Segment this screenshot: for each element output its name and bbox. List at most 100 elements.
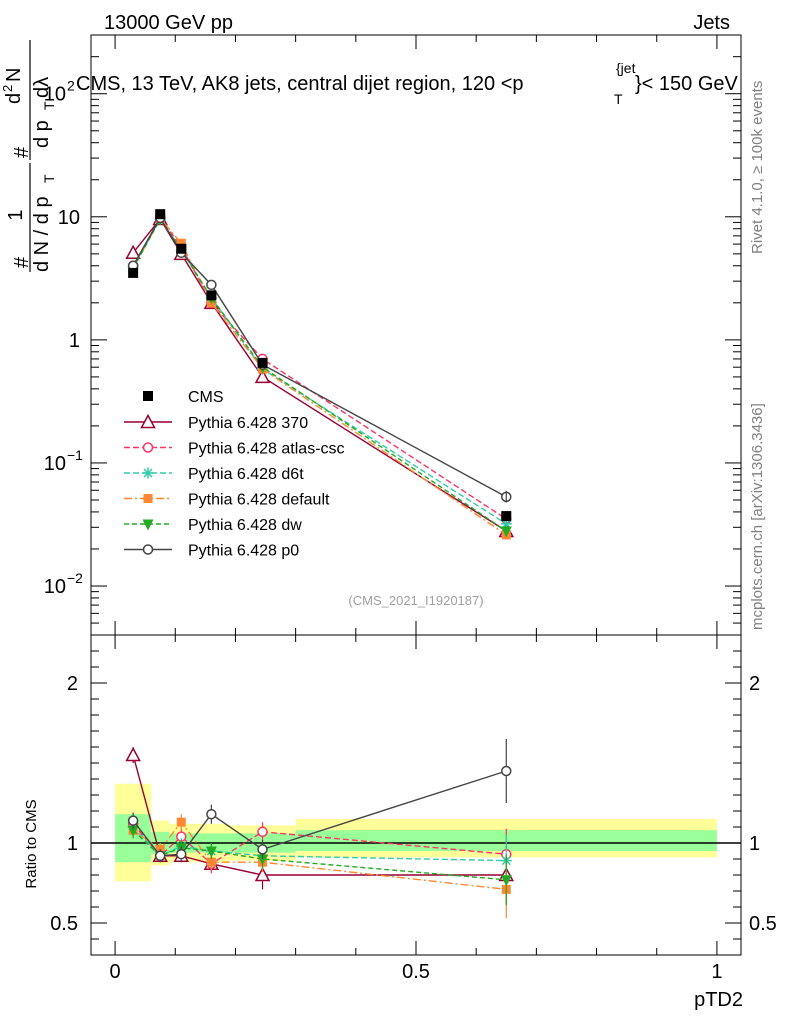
- y-tick-label: 10: [58, 207, 80, 229]
- cms-data-point: [206, 290, 217, 301]
- cms-data-point: [257, 357, 268, 368]
- ratio-y-tick-label-right: 0.5: [749, 913, 777, 935]
- cms-data-point: [128, 267, 139, 278]
- energy-label: 13000 GeV pp: [104, 12, 233, 34]
- ylabel-hash-1: #: [11, 256, 33, 268]
- ratio-y-tick-label: 0.5: [50, 913, 78, 935]
- y-tick-label: 10: [44, 84, 66, 106]
- ratio-point-dw: [127, 825, 139, 837]
- axis-ticks: [91, 34, 741, 955]
- legend-marker-p0: [142, 544, 154, 555]
- plot-title-sub: T: [614, 91, 623, 107]
- ylabel-frac2-top-sup: 2: [0, 85, 15, 92]
- x-tick-label: 0: [110, 961, 121, 983]
- x-axis-label: pTD2: [694, 989, 743, 1011]
- legend-entry-p0: Pythia 6.428 p0: [124, 543, 299, 560]
- ylabel-hash-2: #: [11, 146, 33, 158]
- ratio-y-tick-label-right: 1: [749, 833, 760, 855]
- legend-marker-dw: [142, 519, 154, 531]
- main-point-default: [176, 238, 186, 248]
- ratio-line-p0: [132, 770, 507, 857]
- legend-marker-default: [143, 494, 153, 503]
- main-point-p370: [125, 244, 141, 260]
- rivet-label: Rivet 4.1.0, ≥ 100k events: [749, 81, 766, 254]
- main-point-d6t: [500, 518, 512, 530]
- process-label: Jets: [693, 12, 730, 34]
- legend-entry-default: Pythia 6.428 default: [124, 492, 330, 509]
- main-point-p0: [206, 279, 217, 291]
- ratio-line-p370: [132, 754, 507, 876]
- ratio-point-p0: [154, 850, 166, 862]
- y-tick-label: 10: [44, 453, 66, 475]
- y-tick-label: 10: [44, 576, 66, 598]
- ylabel-frac2-top: d: [3, 93, 25, 104]
- plot-title: CMS, 13 TeV, AK8 jets, central dijet reg…: [76, 60, 739, 107]
- legend-label-d6t: Pythia 6.428 d6t: [188, 466, 304, 483]
- main-line-p0: [132, 216, 507, 498]
- ratio-point-p0: [127, 815, 139, 826]
- main-point-p370: [254, 368, 271, 384]
- ratio-y-tick-label: 2: [67, 673, 78, 695]
- plot-title-sup: {jet: [616, 60, 636, 76]
- ratio-point-dw: [500, 875, 512, 887]
- legend-entry-cms: CMS: [143, 389, 224, 406]
- ylabel-frac2-bottom-sub: T: [41, 101, 57, 110]
- mcplots-label: mcplots.cern.ch [arXiv:1306.3436]: [749, 403, 766, 630]
- legend-marker-cms: [143, 391, 153, 401]
- ratio-y-axis-label: Ratio to CMS: [23, 799, 40, 888]
- legend-label-default: Pythia 6.428 default: [188, 492, 330, 509]
- ratio-point-p370: [254, 866, 271, 882]
- ylabel-frac2-bottom-tail: dλ: [31, 77, 53, 98]
- ratio-point-p0: [501, 765, 512, 777]
- legend-marker-p370: [140, 413, 156, 429]
- plot-title-main: CMS, 13 TeV, AK8 jets, central dijet reg…: [76, 73, 524, 95]
- ratio-line-dw: [132, 829, 507, 881]
- ratio-point-dw: [205, 846, 217, 858]
- ratio-point-p0: [206, 808, 217, 820]
- ratio-point-dw: [257, 854, 269, 866]
- analysis-id-watermark: (CMS_2021_I1920187): [348, 593, 483, 608]
- plot-title-tail: }< 150 GeV: [635, 73, 739, 95]
- ratio-y-tick-label: 1: [67, 833, 78, 855]
- main-line-dw: [132, 217, 507, 532]
- legend-label-atlas: Pythia 6.428 atlas-csc: [188, 441, 345, 458]
- ratio-point-default: [176, 817, 186, 827]
- y-tick-label-exponent: −2: [67, 570, 83, 586]
- legend-entry-atlas: Pythia 6.428 atlas-csc: [124, 441, 345, 458]
- legend-label-p370: Pythia 6.428 370: [188, 415, 308, 432]
- legend-label-p0: Pythia 6.428 p0: [188, 543, 299, 560]
- ratio-line-default: [132, 821, 507, 891]
- ratio-line-atlas: [132, 823, 507, 865]
- main-line-p370: [132, 217, 507, 532]
- y-tick-label-exponent: −1: [67, 447, 83, 463]
- legend-marker-d6t: [142, 467, 154, 479]
- ylabel-frac2-top-tail: N: [3, 68, 25, 82]
- cms-data-point: [155, 209, 166, 220]
- y-tick-label: 1: [69, 330, 80, 352]
- main-y-axis-label: # 1 d N / d p T # d 2 N d p T dλ: [0, 40, 57, 272]
- legend: CMS Pythia 6.428 370 Pythia 6.428 atlas-cs…: [124, 389, 345, 560]
- ratio-point-p0: [176, 848, 187, 860]
- ylabel-frac1-top: 1: [5, 209, 27, 220]
- legend-label-dw: Pythia 6.428 dw: [188, 517, 302, 534]
- ratio-panel-series: [125, 739, 515, 919]
- legend-entry-d6t: Pythia 6.428 d6t: [124, 466, 304, 483]
- ylabel-frac1-bottom: d N / d p: [31, 196, 53, 272]
- ratio-point-default: [206, 857, 216, 867]
- legend-entry-dw: Pythia 6.428 dw: [124, 517, 302, 534]
- legend-label-cms: CMS: [188, 389, 224, 406]
- legend-entry-p370: Pythia 6.428 370: [124, 413, 308, 432]
- ratio-point-atlas: [257, 826, 268, 838]
- cms-data-point: [501, 511, 512, 522]
- legend-marker-atlas: [142, 442, 154, 453]
- x-tick-label: 1: [711, 961, 722, 983]
- main-line-default: [132, 217, 507, 536]
- main-point-dw: [500, 526, 512, 538]
- x-tick-label: 0.5: [402, 961, 430, 983]
- cms-data-point: [176, 243, 187, 254]
- ratio-y-tick-label-right: 2: [749, 673, 760, 695]
- main-panel-series: [125, 210, 515, 540]
- ratio-point-p0: [257, 844, 268, 855]
